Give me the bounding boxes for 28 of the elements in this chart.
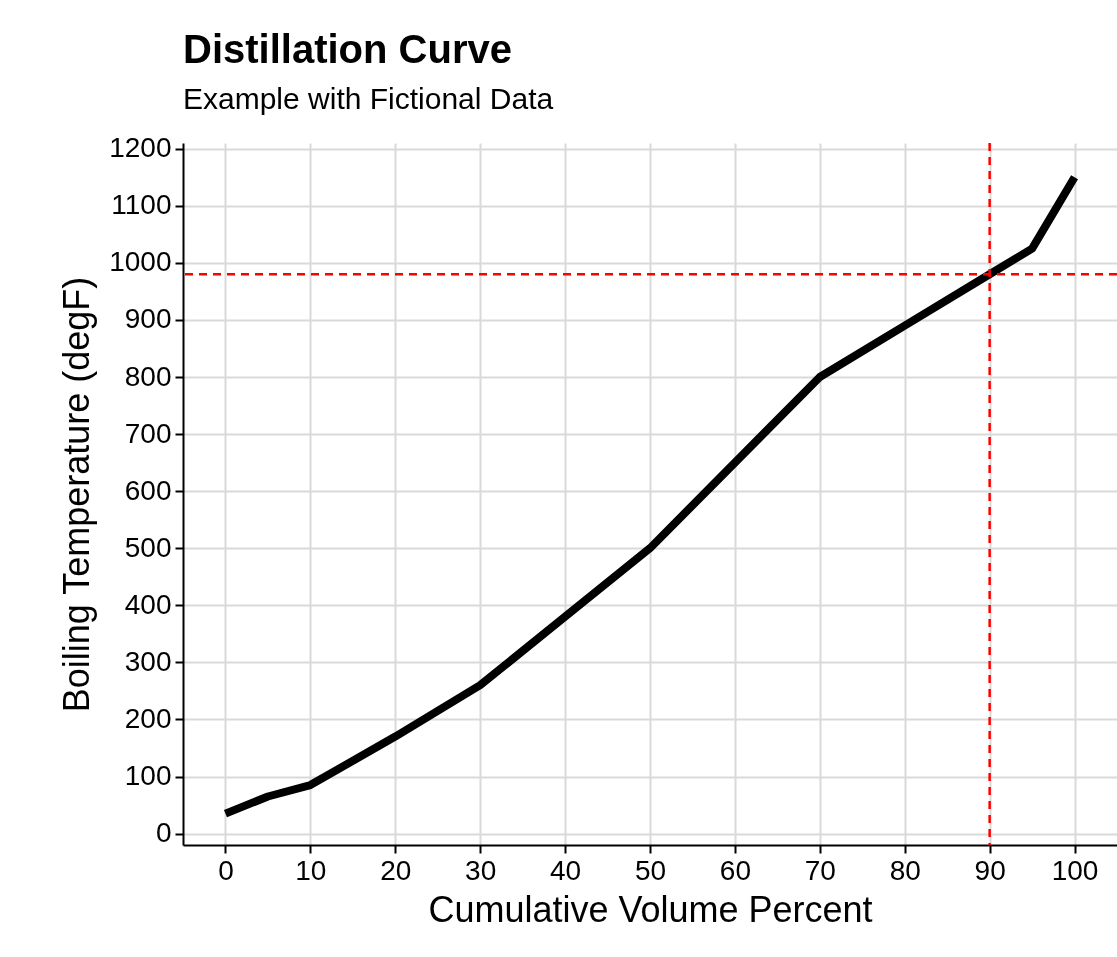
y-tick-label: 600 xyxy=(124,474,172,506)
x-tick-label: 90 xyxy=(974,854,1006,886)
x-tick-label: 0 xyxy=(218,854,234,886)
chart-title: Distillation Curve xyxy=(183,26,512,71)
y-tick-label: 0 xyxy=(155,817,172,849)
y-tick-label: 800 xyxy=(124,360,172,392)
x-tick-label: 100 xyxy=(1051,854,1099,886)
x-axis-title: Cumulative Volume Percent xyxy=(428,888,873,930)
y-tick-label: 1100 xyxy=(111,189,172,221)
y-tick-label: 100 xyxy=(124,760,172,792)
x-tick-label: 20 xyxy=(380,854,412,886)
x-tick-label: 50 xyxy=(634,854,667,886)
y-tick-label: 1200 xyxy=(109,132,172,164)
y-tick-label: 200 xyxy=(124,702,172,734)
y-tick-label: 1000 xyxy=(109,246,172,278)
y-tick-label: 700 xyxy=(124,417,172,449)
x-tick-label: 30 xyxy=(465,854,497,886)
x-tick-label: 70 xyxy=(804,854,836,886)
chart-subtitle: Example with Fictional Data xyxy=(183,81,554,115)
x-tick-label: 40 xyxy=(550,854,582,886)
x-tick-label: 80 xyxy=(889,854,921,886)
y-axis-title: Boiling Temperature (degF) xyxy=(56,276,98,713)
y-tick-label: 900 xyxy=(124,303,172,335)
x-tick-label: 10 xyxy=(295,854,327,886)
y-tick-label: 500 xyxy=(124,531,172,563)
x-tick-label: 60 xyxy=(719,854,751,886)
y-tick-label: 300 xyxy=(124,645,172,677)
y-tick-label: 400 xyxy=(124,588,172,620)
